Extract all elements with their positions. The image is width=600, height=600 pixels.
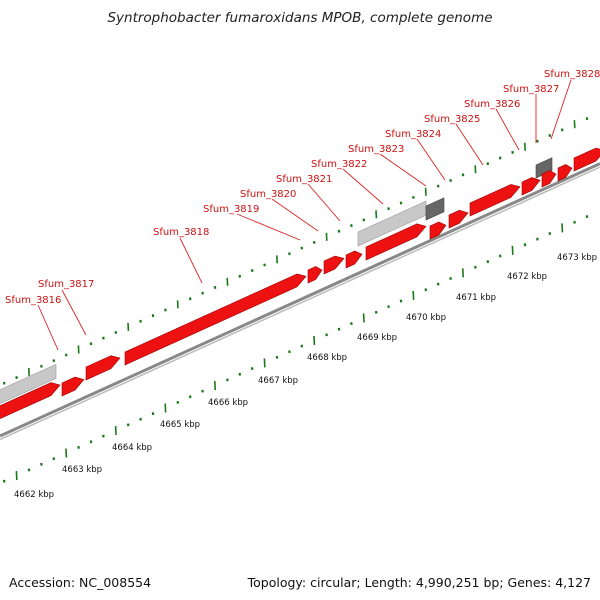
- gene-label: Sfum_3826: [464, 99, 520, 110]
- gene-label: Sfum_3824: [385, 129, 441, 140]
- genome-summary-text: Topology: circular; Length: 4,990,251 bp…: [247, 575, 591, 590]
- gene-label: Sfum_3818: [153, 227, 209, 238]
- gene-label: Sfum_3827: [503, 84, 559, 95]
- gene-arrow: [541, 170, 557, 188]
- gene-arrow: [429, 221, 447, 240]
- gene-label: Sfum_3822: [311, 159, 367, 170]
- callout-line: [379, 153, 427, 187]
- gene-arrow: [557, 164, 573, 182]
- scale-label: 4666 kbp: [208, 398, 248, 408]
- scale-label: 4665 kbp: [160, 420, 200, 430]
- feature-other-right-dark: [535, 157, 553, 179]
- gene-label: Sfum_3825: [424, 114, 480, 125]
- scale-label: 4673 kbp: [557, 253, 597, 263]
- genome-backbone: [0, 162, 600, 441]
- feature-other-mid-dark: [425, 197, 445, 221]
- gene-arrow: [521, 177, 541, 196]
- gene-arrow: [85, 355, 121, 381]
- callout-line: [550, 79, 572, 140]
- callout-line: [455, 123, 484, 166]
- scale-tick-track: [2, 215, 589, 483]
- feature-other-left: [0, 363, 57, 405]
- map-title: Syntrophobacter fumaroxidans MPOB, compl…: [107, 10, 493, 26]
- callout-line: [495, 108, 520, 151]
- outer-tick-track: [2, 117, 589, 385]
- callout-line: [61, 289, 87, 336]
- callout-line: [307, 183, 341, 222]
- gene-label: Sfum_3828: [544, 69, 600, 80]
- gene-arrow: [365, 223, 427, 261]
- gene-arrow: [0, 382, 61, 420]
- scale-labels: 4662 kbp 4663 kbp 4664 kbp 4665 kbp 4666 kbp…: [14, 253, 597, 500]
- scale-label: 4667 kbp: [258, 376, 298, 386]
- scale-label: 4669 kbp: [357, 333, 397, 343]
- callout-line: [179, 237, 203, 284]
- gene-callouts: Sfum_3816 Sfum_3817 Sfum_3818 Sfum_3819 Sfum…: [5, 69, 600, 351]
- callout-line: [342, 168, 384, 205]
- callout-line: [271, 198, 319, 232]
- scale-label: 4671 kbp: [456, 293, 496, 303]
- gene-arrow: [124, 273, 307, 366]
- gene-label: Sfum_3820: [240, 189, 296, 200]
- callout-line: [37, 304, 59, 351]
- scale-label: 4672 kbp: [507, 272, 547, 282]
- scale-label: 4670 kbp: [406, 313, 446, 323]
- gene-arrow: [469, 184, 521, 217]
- backbone-shadow: [0, 166, 600, 441]
- scale-label: 4663 kbp: [62, 465, 102, 475]
- callout-line: [416, 138, 446, 181]
- feature-track: [0, 147, 600, 420]
- accession-text: Accession: NC_008554: [9, 575, 152, 590]
- gene-label: Sfum_3819: [203, 204, 259, 215]
- gene-arrow: [573, 147, 600, 172]
- gene-arrow: [323, 255, 345, 275]
- backbone-line: [0, 162, 600, 438]
- gene-arrow: [307, 266, 323, 284]
- gene-label: Sfum_3816: [5, 295, 61, 306]
- callout-line: [236, 213, 301, 241]
- scale-label: 4664 kbp: [112, 443, 152, 453]
- gene-label: Sfum_3823: [348, 144, 404, 155]
- gene-arrow: [345, 250, 363, 269]
- gene-label: Sfum_3821: [276, 174, 332, 185]
- gene-arrow: [61, 376, 85, 397]
- scale-label: 4662 kbp: [14, 490, 54, 500]
- scale-label: 4668 kbp: [307, 353, 347, 363]
- gene-label: Sfum_3817: [38, 279, 94, 290]
- gene-arrow: [448, 209, 469, 229]
